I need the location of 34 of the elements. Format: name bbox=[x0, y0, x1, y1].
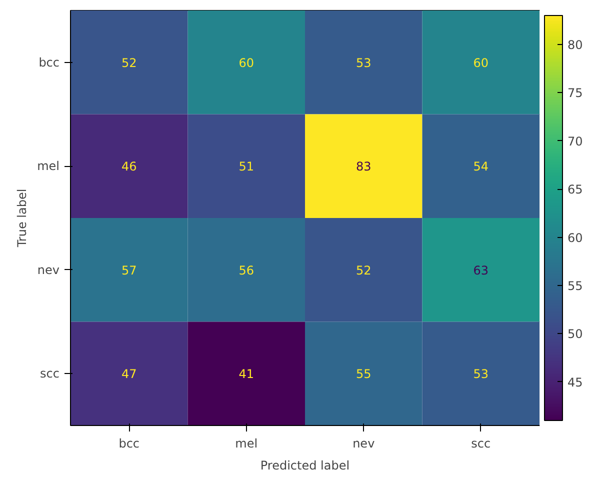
y-tick-label: bcc bbox=[38, 55, 60, 70]
data-label: 54 bbox=[473, 160, 489, 174]
y-tick-label: nev bbox=[37, 262, 60, 277]
color-bar-label: 45 bbox=[568, 375, 583, 390]
data-label: 41 bbox=[238, 367, 254, 382]
data-label: 52 bbox=[356, 263, 372, 278]
x-tick-label: scc bbox=[471, 436, 491, 450]
x-tick-label: nev bbox=[352, 436, 375, 450]
data-label: 60 bbox=[238, 56, 254, 70]
color-bar-label: 50 bbox=[568, 327, 583, 342]
color-bar-label: 55 bbox=[568, 279, 583, 293]
data-label: 53 bbox=[356, 56, 372, 70]
data-label: 63 bbox=[473, 263, 489, 278]
data-label: 52 bbox=[121, 56, 137, 70]
y-tick-label: scc bbox=[40, 366, 60, 381]
color-bar-label: 60 bbox=[568, 230, 583, 245]
data-label: 47 bbox=[121, 367, 137, 382]
data-label: 60 bbox=[473, 56, 489, 70]
data-label: 83 bbox=[356, 160, 372, 174]
color-bar-label: 80 bbox=[568, 38, 583, 52]
color-bar-label: 75 bbox=[568, 86, 583, 100]
data-label: 56 bbox=[238, 263, 254, 278]
data-label: 46 bbox=[121, 160, 137, 174]
color-bar-label: 65 bbox=[568, 182, 583, 197]
x-tick-label: bcc bbox=[118, 436, 140, 450]
data-label: 51 bbox=[238, 160, 254, 174]
data-label: 53 bbox=[473, 367, 489, 382]
y-axis-title: True label bbox=[15, 188, 30, 248]
color-bar-label: 70 bbox=[568, 134, 583, 148]
x-tick-label: mel bbox=[235, 436, 258, 450]
y-tick-label: mel bbox=[37, 159, 60, 174]
x-axis-title: Predicted label bbox=[260, 458, 350, 472]
data-label: 55 bbox=[356, 367, 372, 382]
data-label: 57 bbox=[121, 263, 137, 278]
